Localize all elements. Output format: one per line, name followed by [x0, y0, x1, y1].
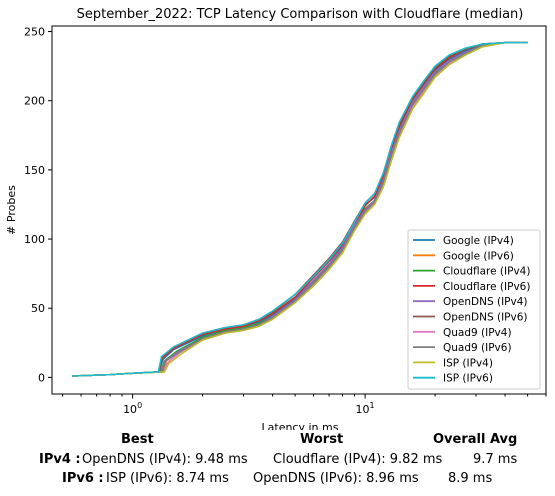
- x-axis-label: Latency in ms: [262, 421, 339, 430]
- legend-label-1: Google (IPv6): [443, 250, 514, 262]
- legend-label-4: OpenDNS (IPv4): [443, 296, 528, 308]
- legend-label-8: ISP (IPv4): [443, 357, 493, 369]
- summary-header-avg: Overall Avg: [433, 432, 518, 447]
- x-tick-label-1: 101: [356, 401, 375, 416]
- summary-row-ipv6-avg: 8.9 ms: [448, 471, 493, 486]
- y-tick-label-2: 100: [24, 233, 45, 246]
- legend-label-9: ISP (IPv6): [443, 373, 493, 385]
- series-line-9: [72, 41, 528, 377]
- series-line-4: [72, 41, 528, 377]
- summary-header-best: Best: [121, 432, 154, 447]
- legend-label-6: Quad9 (IPv4): [443, 327, 512, 339]
- legend-label-7: Quad9 (IPv6): [443, 342, 512, 354]
- legend-label-3: Cloudflare (IPv6): [443, 281, 530, 293]
- legend: Google (IPv4) Google (IPv6) Cloudflare (IP…: [407, 229, 541, 390]
- x-tick-label-0: 100: [123, 401, 142, 416]
- y-tick-label-3: 150: [24, 164, 45, 177]
- series-line-3: [72, 41, 528, 377]
- legend-label-0: Google (IPv4): [443, 235, 514, 247]
- latency-cdf-chart: September_2022: TCP Latency Comparison w…: [5, 7, 547, 430]
- summary-row-ipv6-best: ISP (IPv6): 8.74 ms: [106, 471, 229, 486]
- summary-row-ipv6-worst: OpenDNS (IPv6): 8.96 ms: [253, 471, 419, 486]
- plot-frame: [51, 25, 547, 395]
- summary-header-worst: Worst: [300, 432, 344, 447]
- summary-row-ipv4-avg: 9.7 ms: [473, 452, 518, 467]
- series-layer: [72, 41, 528, 377]
- legend-label-5: OpenDNS (IPv6): [443, 312, 528, 324]
- chart-title: September_2022: TCP Latency Comparison w…: [77, 7, 524, 22]
- axis-layer: 0 50 100 150 200 250 100 101: [24, 26, 547, 416]
- y-tick-label-4: 200: [24, 95, 45, 108]
- legend-frame: [407, 229, 541, 390]
- y-tick-label-1: 50: [31, 302, 45, 315]
- series-line-7: [72, 41, 528, 377]
- series-line-8: [72, 41, 528, 377]
- legend-label-2: Cloudflare (IPv4): [443, 266, 530, 278]
- summary-row-ipv6-label: IPv6 :: [62, 471, 104, 486]
- summary-row-ipv4-worst: Cloudflare (IPv4): 9.82 ms: [273, 452, 443, 467]
- summary-row-ipv4-best: OpenDNS (IPv4): 9.48 ms: [82, 452, 248, 467]
- summary-row-ipv4-label: IPv4 :: [39, 452, 81, 467]
- y-tick-label-5: 250: [24, 26, 45, 39]
- y-axis-label: # Probes: [5, 185, 18, 235]
- y-tick-label-0: 0: [38, 371, 45, 384]
